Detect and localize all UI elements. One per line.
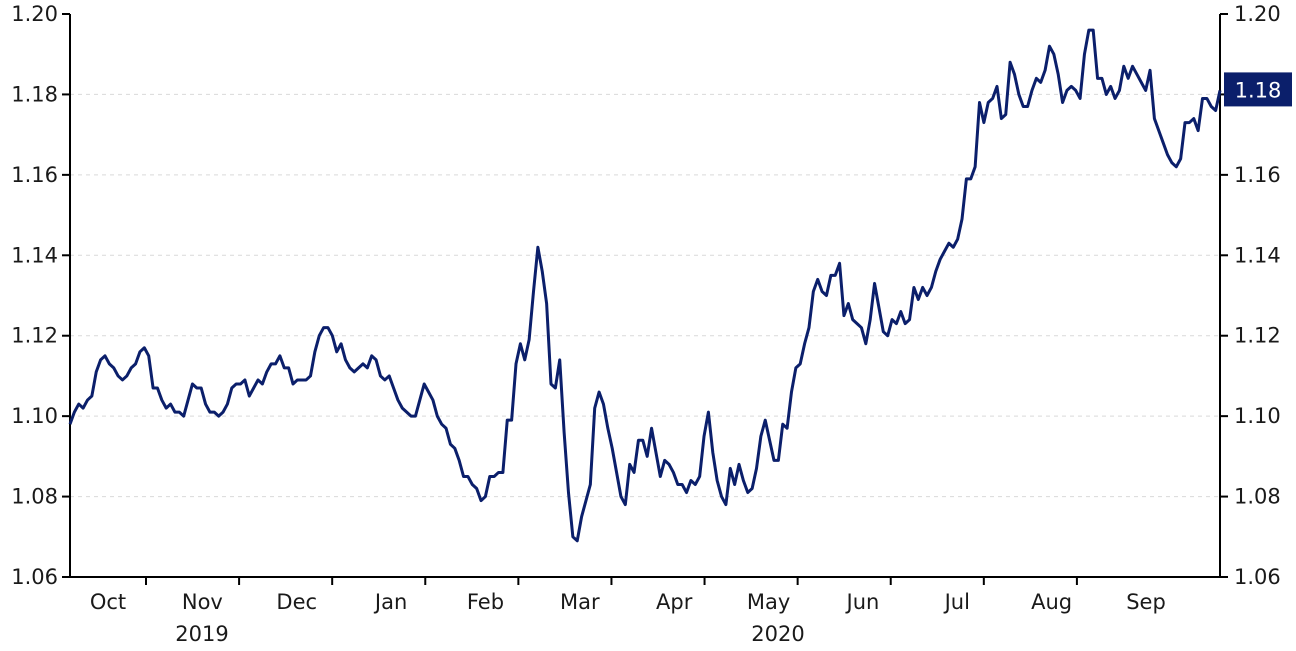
last-value-label: 1.18 xyxy=(1235,78,1282,102)
month-label: Jun xyxy=(845,590,880,614)
month-label: Jan xyxy=(373,590,407,614)
right-y-tick-label: 1.12 xyxy=(1234,324,1281,348)
left-y-tick-label: 1.10 xyxy=(11,404,58,428)
gridlines xyxy=(70,93,1220,498)
month-label: Mar xyxy=(560,590,600,614)
right-y-tick-label: 1.08 xyxy=(1234,485,1281,509)
right-y-tick-label: 1.16 xyxy=(1234,163,1281,187)
left-y-tick-labels: 1.06 1.08 1.10 1.12 1.14 1.16 1.18 1.20 xyxy=(11,2,70,589)
left-y-tick-label: 1.18 xyxy=(11,82,58,106)
month-label: Apr xyxy=(656,590,693,614)
series-line xyxy=(68,28,1222,543)
left-y-tick-label: 1.14 xyxy=(11,243,58,267)
month-label: Jul xyxy=(943,590,970,614)
month-label: Nov xyxy=(182,590,223,614)
month-label: Feb xyxy=(467,590,504,614)
left-y-tick-label: 1.06 xyxy=(11,565,58,589)
left-y-tick-label: 1.12 xyxy=(11,324,58,348)
left-y-tick-label: 1.20 xyxy=(11,2,58,26)
month-label: Aug xyxy=(1031,590,1072,614)
right-y-tick-label: 1.20 xyxy=(1234,2,1281,26)
month-labels: Oct Nov Dec Jan Feb Mar Apr May Jun Jul Aug Sep xyxy=(90,590,1166,614)
last-value-badge: 1.18 xyxy=(1224,72,1292,107)
left-y-tick-label: 1.08 xyxy=(11,485,58,509)
year-label: 2019 xyxy=(175,622,228,646)
right-y-tick-label: 1.14 xyxy=(1234,243,1281,267)
month-label: Sep xyxy=(1126,590,1166,614)
year-label: 2020 xyxy=(751,622,804,646)
month-label: May xyxy=(747,590,790,614)
last-value-badge-bg xyxy=(1224,72,1292,107)
right-y-tick-label: 1.10 xyxy=(1234,404,1281,428)
x-tick-marks xyxy=(145,577,1078,585)
right-y-tick-label: 1.06 xyxy=(1234,565,1281,589)
month-label: Dec xyxy=(276,590,317,614)
year-labels: 2019 2020 xyxy=(175,622,804,646)
left-y-tick-label: 1.16 xyxy=(11,163,58,187)
month-label: Oct xyxy=(90,590,126,614)
